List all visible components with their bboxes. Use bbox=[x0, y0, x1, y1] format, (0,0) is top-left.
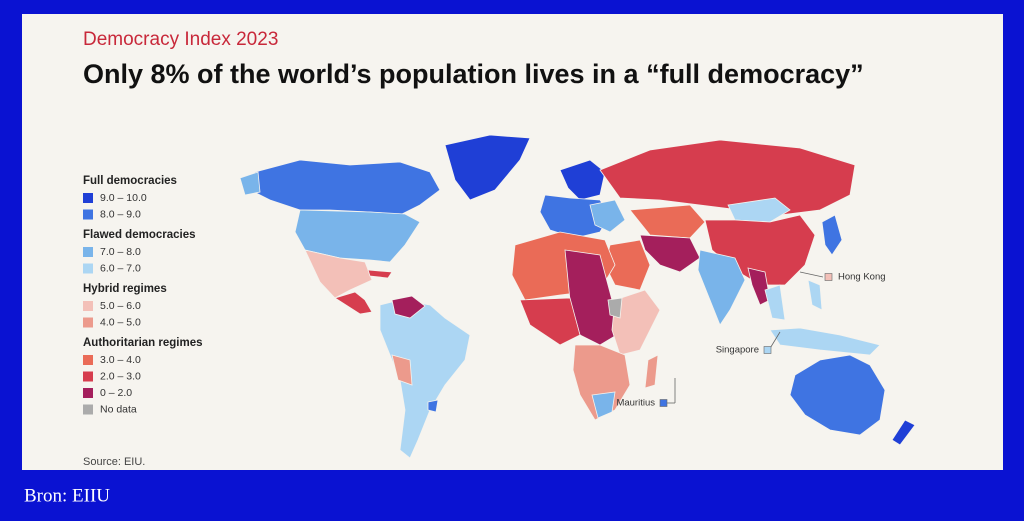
legend-swatch bbox=[83, 247, 93, 257]
source: Source: EIU. bbox=[83, 456, 145, 468]
uruguay bbox=[427, 399, 439, 413]
leader-line bbox=[799, 271, 824, 278]
canada bbox=[249, 159, 441, 216]
indonesia bbox=[769, 327, 881, 356]
legend-label: 5.0 – 6.0 bbox=[100, 300, 141, 312]
legend-swatch bbox=[83, 317, 93, 328]
mongolia bbox=[727, 197, 791, 223]
myanmar bbox=[747, 267, 771, 306]
new-zealand bbox=[891, 419, 916, 446]
legend-swatch bbox=[83, 355, 93, 365]
legend-group-title: Authoritarian regimes bbox=[83, 337, 203, 349]
bolivia bbox=[391, 354, 413, 386]
alaska bbox=[239, 171, 261, 196]
callout-swatch bbox=[763, 346, 772, 354]
venezuela bbox=[391, 295, 426, 319]
south-africa bbox=[591, 391, 616, 419]
legend-label: 3.0 – 4.0 bbox=[100, 354, 141, 366]
east-africa bbox=[611, 289, 661, 356]
callout-swatch bbox=[824, 273, 833, 281]
cuba bbox=[367, 269, 393, 279]
legend: Full democracies 9.0 – 10.0 8.0 – 9.0 Flawe… bbox=[83, 175, 203, 415]
central-asia bbox=[629, 204, 706, 239]
callout-label: Singapore bbox=[716, 345, 759, 356]
se-asia bbox=[764, 284, 786, 321]
philippines bbox=[807, 279, 823, 311]
central-america bbox=[334, 291, 373, 315]
legend-swatch bbox=[83, 371, 93, 382]
legend-swatch bbox=[83, 193, 93, 203]
world-map bbox=[239, 134, 916, 459]
legend-label: No data bbox=[100, 403, 137, 415]
nordics bbox=[559, 159, 606, 201]
legend-label: 0 – 2.0 bbox=[100, 387, 132, 399]
title: Only 8% of the world’s population lives … bbox=[83, 59, 864, 89]
legend-swatch bbox=[83, 388, 93, 398]
russia bbox=[599, 139, 856, 216]
japan bbox=[821, 214, 843, 256]
madagascar bbox=[644, 354, 659, 389]
caption: Bron: EIIU bbox=[24, 485, 110, 506]
legend-swatch bbox=[83, 301, 93, 311]
eastern-europe bbox=[589, 199, 626, 233]
legend-label: 2.0 – 3.0 bbox=[100, 370, 141, 382]
legend-swatch bbox=[83, 263, 93, 274]
india bbox=[697, 249, 746, 326]
no-data-region bbox=[607, 297, 623, 319]
legend-group-title: Hybrid regimes bbox=[83, 283, 167, 295]
united-states bbox=[294, 209, 421, 263]
legend-label: 6.0 – 7.0 bbox=[100, 262, 141, 274]
southern-africa bbox=[572, 344, 631, 421]
legend-label: 8.0 – 9.0 bbox=[100, 208, 141, 220]
legend-group-title: Full democracies bbox=[83, 175, 177, 187]
callout-label: Hong Kong bbox=[838, 272, 886, 283]
legend-swatch bbox=[83, 209, 93, 220]
callout-swatch bbox=[659, 399, 668, 407]
legend-label: 4.0 – 5.0 bbox=[100, 316, 141, 328]
legend-label: 9.0 – 10.0 bbox=[100, 192, 147, 204]
legend-swatch bbox=[83, 404, 93, 415]
west-africa bbox=[519, 297, 581, 346]
legend-label: 7.0 – 8.0 bbox=[100, 246, 141, 258]
legend-group-title: Flawed democracies bbox=[83, 229, 196, 241]
callout-label: Mauritius bbox=[616, 398, 655, 409]
australia bbox=[789, 354, 886, 436]
kicker: Democracy Index 2023 bbox=[83, 29, 278, 50]
callouts: Hong Kong Singapore Mauritius bbox=[616, 272, 885, 409]
greenland bbox=[444, 134, 531, 201]
mexico bbox=[304, 249, 373, 299]
iran-afghanistan bbox=[639, 234, 701, 273]
